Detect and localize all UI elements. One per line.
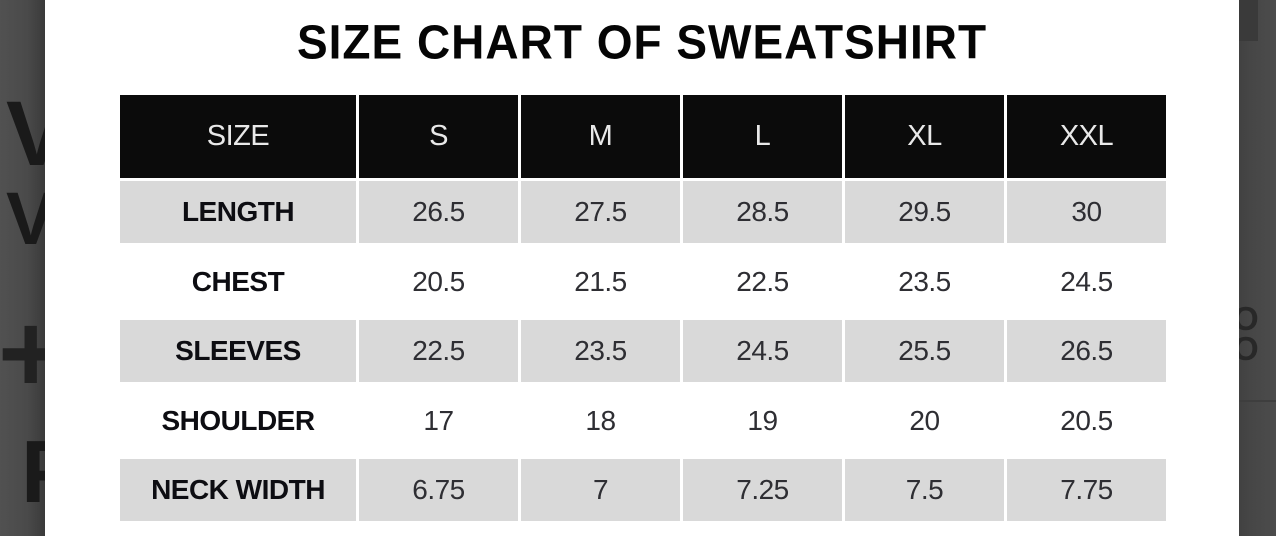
table-cell-value: 28.5	[683, 181, 842, 243]
table-cell-value: 25.5	[845, 320, 1004, 382]
table-cell-value: 20.5	[359, 246, 518, 317]
table-cell-value: 23.5	[845, 246, 1004, 317]
table-cell-value: 27.5	[521, 181, 680, 243]
table-cell-value: 24.5	[683, 320, 842, 382]
row-label-chest: CHEST	[120, 246, 356, 317]
obscured-text-fragment: V	[6, 177, 45, 260]
column-header-xxl: XXL	[1007, 95, 1166, 178]
table-cell-value: 6.75	[359, 459, 518, 521]
table-cell-value: 26.5	[1007, 320, 1166, 382]
table-cell-value: 29.5	[845, 181, 1004, 243]
table-cell-value: 19	[683, 385, 842, 456]
table-cell-value: 7	[521, 459, 680, 521]
row-label-sleeves: SLEEVES	[120, 320, 356, 382]
table-cell-value: 30	[1007, 181, 1166, 243]
column-header-size: SIZE	[120, 95, 356, 178]
obscured-element-fragment	[1239, 0, 1258, 41]
table-cell-value: 18	[521, 385, 680, 456]
row-label-length: LENGTH	[120, 181, 356, 243]
obscured-text-fragment: +	[0, 291, 45, 416]
table-cell-value: 26.5	[359, 181, 518, 243]
table-cell-value: 21.5	[521, 246, 680, 317]
obscured-text-fragment: P	[21, 428, 45, 516]
size-chart-image: SIZE CHART OF SWEATSHIRT SIZE S M L XL XXL LEN…	[45, 0, 1239, 536]
obscured-text-fragment: O	[1239, 300, 1259, 337]
page-behind-right-overlay: O O	[1239, 0, 1276, 536]
size-chart-table: SIZE S M L XL XXL LENGTH 26.5 27.5 28.5 29.5 30 CHES…	[120, 95, 1166, 521]
column-header-s: S	[359, 95, 518, 178]
row-label-neck-width: NECK WIDTH	[120, 459, 356, 521]
column-header-m: M	[521, 95, 680, 178]
table-cell-value: 7.75	[1007, 459, 1166, 521]
table-cell-value: 22.5	[359, 320, 518, 382]
obscured-text-fragment: V	[6, 83, 45, 185]
table-cell-value: 7.25	[683, 459, 842, 521]
table-cell-value: 20	[845, 385, 1004, 456]
table-cell-value: 7.5	[845, 459, 1004, 521]
obscured-text-fragment: O	[1239, 330, 1259, 367]
column-header-xl: XL	[845, 95, 1004, 178]
table-cell-value: 20.5	[1007, 385, 1166, 456]
table-cell-value: 17	[359, 385, 518, 456]
table-cell-value: 22.5	[683, 246, 842, 317]
chart-title: SIZE CHART OF SWEATSHIRT	[296, 14, 988, 70]
row-label-shoulder: SHOULDER	[120, 385, 356, 456]
table-cell-value: 23.5	[521, 320, 680, 382]
table-cell-value: 24.5	[1007, 246, 1166, 317]
column-header-l: L	[683, 95, 842, 178]
page-behind-left-overlay: V V + P	[0, 0, 45, 536]
obscured-divider-fragment	[1239, 400, 1276, 402]
